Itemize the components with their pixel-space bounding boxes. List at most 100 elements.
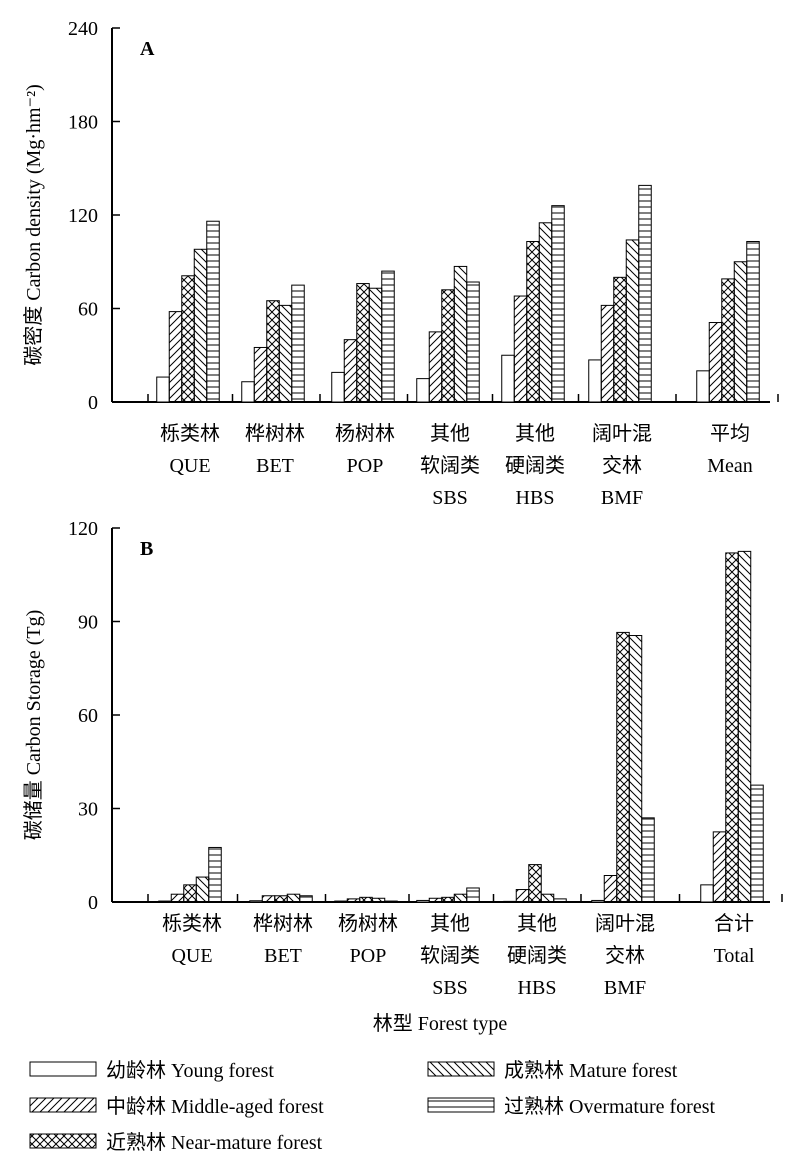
- x-tick-label: 栎类林: [162, 912, 222, 935]
- y-tick-label: 180: [68, 112, 98, 134]
- bar: [274, 895, 288, 903]
- bar: [538, 222, 553, 403]
- x-tick-label: BMF: [604, 977, 646, 999]
- bar: [241, 381, 255, 403]
- bar: [416, 378, 430, 403]
- bar: [428, 897, 443, 903]
- bar: [195, 876, 210, 903]
- bar: [381, 270, 395, 403]
- bar: [183, 884, 197, 903]
- y-tick-label: 90: [78, 612, 98, 634]
- bar: [603, 875, 618, 903]
- legend: 幼龄林 Young forest 中龄林 Middle-aged forest 近熟…: [29, 1059, 715, 1154]
- bar: [746, 240, 760, 403]
- bar: [641, 817, 655, 903]
- legend-swatch: [29, 1097, 97, 1113]
- bar: [261, 895, 276, 903]
- bar: [733, 261, 748, 403]
- y-tick-label: 60: [78, 299, 98, 321]
- y-axis-label: 碳储量 Carbon Storage (Tg): [22, 610, 45, 841]
- bar: [208, 846, 222, 903]
- x-tick-label: 合计: [714, 912, 754, 935]
- legend-label: 过熟林 Overmature forest: [504, 1095, 715, 1118]
- x-tick-label: SBS: [432, 487, 468, 509]
- y-axis-label: 碳密度 Carbon density (Mg·hm⁻²): [22, 84, 45, 366]
- x-tick-label: BET: [256, 455, 294, 477]
- bar: [441, 289, 455, 403]
- bar: [513, 295, 528, 403]
- bar: [466, 281, 480, 403]
- y-tick-label: 240: [68, 18, 98, 40]
- x-tick-label: 其他: [517, 912, 557, 935]
- bar: [540, 893, 555, 903]
- legend-label: 近熟林 Near-mature forest: [106, 1131, 323, 1154]
- x-tick-label: 软阔类: [420, 944, 480, 967]
- x-tick-label: Total: [714, 945, 755, 967]
- x-tick-label: 杨树林: [335, 422, 395, 445]
- x-tick-label: BMF: [601, 487, 643, 509]
- bar: [253, 346, 268, 403]
- bar: [181, 275, 195, 403]
- x-axis-label: 林型 Forest type: [373, 1012, 508, 1035]
- bar: [750, 784, 764, 903]
- bar: [331, 371, 345, 403]
- x-tick-label: 桦树林: [245, 422, 305, 445]
- bar: [334, 900, 348, 903]
- bar: [368, 287, 383, 403]
- x-tick-label: POP: [350, 945, 387, 967]
- x-tick-label: QUE: [171, 945, 212, 967]
- bar: [613, 276, 627, 403]
- bar: [553, 898, 567, 903]
- x-tick-label: 其他: [515, 422, 555, 445]
- bar: [466, 887, 480, 903]
- x-tick-label: 硬阔类: [505, 454, 565, 477]
- x-tick-label: 阔叶混: [592, 422, 652, 445]
- x-tick-label: 杨树林: [338, 912, 398, 935]
- bar: [291, 284, 305, 403]
- bar: [616, 631, 630, 903]
- bar: [359, 896, 373, 903]
- bar: [266, 300, 280, 403]
- bar: [206, 220, 220, 403]
- x-tick-label: QUE: [169, 455, 210, 477]
- legend-swatch: [427, 1097, 495, 1113]
- legend-label: 成熟林 Mature forest: [504, 1059, 678, 1082]
- bar: [551, 205, 565, 403]
- x-tick-label: 交林: [602, 454, 642, 477]
- bar: [528, 864, 542, 903]
- bar: [286, 893, 301, 903]
- x-tick-label: Mean: [707, 455, 753, 477]
- x-tick-label: POP: [347, 455, 384, 477]
- bar: [588, 359, 602, 403]
- x-tick-label: 平均: [710, 422, 750, 445]
- bar: [356, 283, 370, 403]
- legend-swatch: [29, 1061, 97, 1077]
- bar: [156, 376, 170, 403]
- x-tick-label: 其他: [430, 912, 470, 935]
- y-tick-label: 120: [68, 518, 98, 540]
- bar: [278, 304, 293, 403]
- bar: [696, 370, 710, 403]
- bar: [158, 900, 172, 903]
- bar: [249, 900, 263, 903]
- x-tick-label: HBS: [518, 977, 557, 999]
- legend-swatch: [427, 1061, 495, 1077]
- bar: [428, 331, 443, 403]
- legend-label: 幼龄林 Young forest: [106, 1059, 274, 1082]
- y-tick-label: 120: [68, 205, 98, 227]
- panel-label: A: [140, 38, 155, 60]
- y-tick-label: 60: [78, 705, 98, 727]
- bar: [600, 304, 615, 403]
- legend-label: 中龄林 Middle-aged forest: [106, 1095, 324, 1118]
- bar: [384, 900, 398, 903]
- bar: [343, 339, 358, 403]
- bar: [526, 240, 540, 403]
- bar: [453, 265, 468, 403]
- x-tick-label: 桦树林: [253, 912, 313, 935]
- bar: [453, 893, 468, 903]
- bar: [371, 897, 386, 903]
- bar: [737, 550, 752, 903]
- bar: [591, 899, 605, 903]
